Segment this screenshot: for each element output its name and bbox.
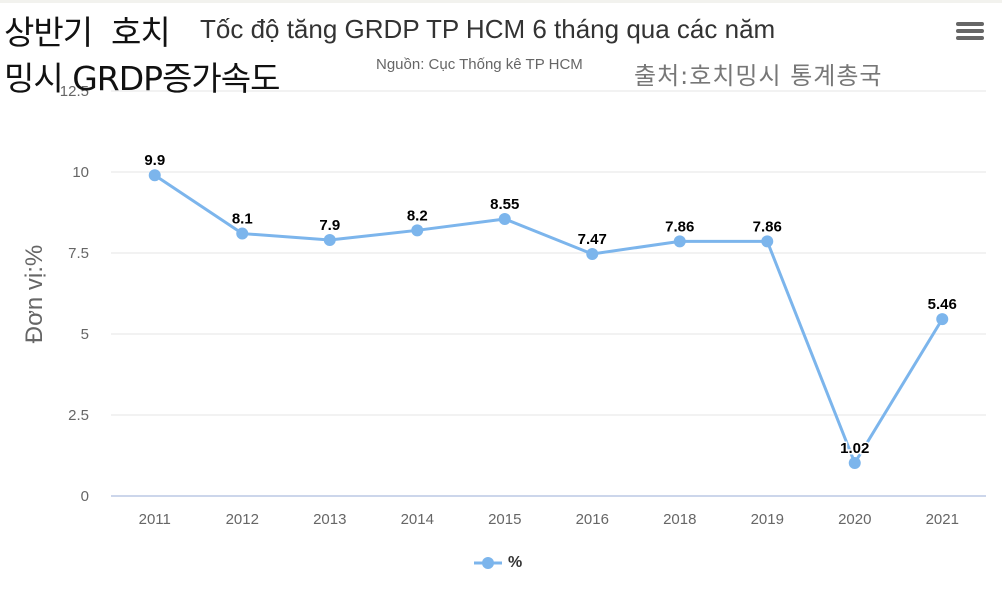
data-label: 8.2 [407,207,428,224]
data-point[interactable] [761,235,774,248]
data-label: 1.02 [840,440,869,457]
data-label: 7.86 [753,218,782,235]
legend-line-marker-icon [474,557,502,569]
chart-subtitle: Nguồn: Cục Thống kê TP HCM [376,56,583,73]
y-axis-label: Đơn vị:% [21,245,48,343]
data-label: 8.1 [232,211,253,228]
x-tick-label: 2020 [838,511,871,528]
x-tick-label: 2012 [226,511,259,528]
korean-title-line1: 상반기 호치 [4,13,171,52]
data-point[interactable] [673,235,686,248]
y-axis-ticks: 0 2.5 5 7.5 10 12.5 [60,83,89,505]
data-label: 7.47 [578,231,607,248]
x-tick-label: 2011 [139,511,171,528]
y-tick-label: 2.5 [68,407,89,424]
data-label: 7.9 [319,217,340,234]
legend-label: % [508,554,523,571]
x-axis-ticks: 2011 2012 2013 2014 2015 2016 2018 2019 2020 2021 [139,511,959,528]
x-tick-label: 2019 [751,511,784,528]
legend-item[interactable]: % [474,554,522,572]
chart-title: Tốc độ tăng GRDP TP HCM 6 tháng qua các … [200,14,776,44]
data-point[interactable] [323,234,336,247]
x-tick-label: 2016 [576,511,609,528]
y-tick-label: 12.5 [60,83,89,100]
series-line [153,173,944,465]
data-point[interactable] [236,227,249,240]
data-label: 5.46 [928,296,957,313]
korean-title-line2: 밍시 GRDP증가속도 [4,59,280,98]
x-tick-label: 2018 [663,511,696,528]
gridlines [111,90,986,497]
y-tick-label: 5 [81,326,89,343]
data-label: 9.9 [144,152,165,169]
data-markers [148,169,949,469]
x-tick-label: 2013 [313,511,346,528]
korean-source: 출처:호치밍시 통계총국 [634,62,883,90]
data-point[interactable] [411,224,424,237]
x-tick-label: 2021 [926,511,959,528]
data-labels: 9.9 8.1 7.9 8.2 8.55 7.47 7.86 7.86 1.02 5.46 [143,151,959,459]
x-tick-label: 2015 [488,511,521,528]
data-point[interactable] [848,456,861,469]
data-point[interactable] [586,247,599,260]
data-point[interactable] [936,313,949,326]
x-tick-label: 2014 [401,511,434,528]
data-point[interactable] [498,212,511,225]
data-label: 8.55 [490,196,519,213]
y-tick-label: 7.5 [68,245,89,262]
top-border [0,0,1002,3]
data-point[interactable] [148,169,161,182]
hamburger-menu-icon[interactable] [956,22,984,46]
y-tick-label: 10 [72,164,89,181]
y-tick-label: 0 [81,488,89,505]
data-label: 7.86 [665,218,694,235]
